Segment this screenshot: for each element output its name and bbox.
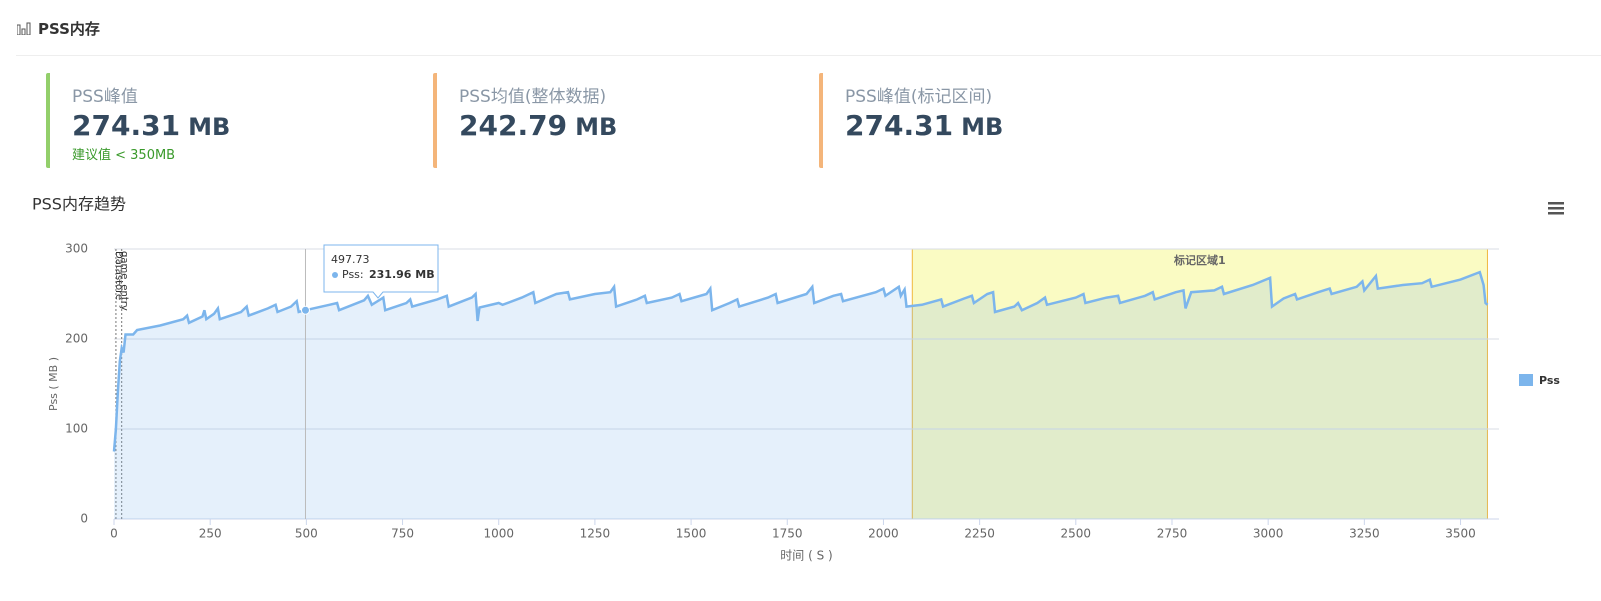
tooltip-label: Pss: xyxy=(342,268,364,281)
y-axis-label: Pss ( MB ) xyxy=(47,357,60,411)
stat-card: PSS峰值 274.31 MB 建议值 < 350MB xyxy=(46,73,230,168)
x-tick-label: 2750 xyxy=(1157,527,1188,541)
legend-swatch xyxy=(1519,374,1533,386)
stat-label: PSS峰值 xyxy=(72,87,138,107)
menu-icon[interactable] xyxy=(1548,202,1564,215)
x-tick-label: 1750 xyxy=(772,527,803,541)
stat-hint: 建议值 < 350MB xyxy=(72,148,176,163)
x-tick-label: 3250 xyxy=(1349,527,1380,541)
stat-number: 274.31 xyxy=(845,109,954,142)
stat-card: PSS均值(整体数据) 242.79 MB xyxy=(433,73,617,168)
x-tick-label: 2500 xyxy=(1061,527,1092,541)
x-tick-label: 1000 xyxy=(483,527,514,541)
annotation-label: game_entry xyxy=(119,251,130,311)
stat-card: PSS峰值(标记区间) 274.31 MB xyxy=(819,73,1003,168)
x-tick-label: 0 xyxy=(110,527,118,541)
y-tick-label: 200 xyxy=(65,332,88,346)
x-tick-label: 500 xyxy=(295,527,318,541)
stat-unit: MB xyxy=(961,113,1004,141)
hover-point xyxy=(300,305,310,315)
stat-number: 274.31 xyxy=(72,109,181,142)
stat-label: PSS均值(整体数据) xyxy=(459,87,607,107)
x-tick-label: 2000 xyxy=(868,527,899,541)
stat-unit: MB xyxy=(188,113,231,141)
marked-band xyxy=(912,249,1488,519)
x-tick-label: 3000 xyxy=(1253,527,1284,541)
area xyxy=(114,272,1488,519)
x-tick-label: 3500 xyxy=(1445,527,1476,541)
band-label: 标记区域1 xyxy=(1173,253,1226,267)
chart-title: PSS内存趋势 xyxy=(32,195,126,214)
x-tick-label: 2250 xyxy=(964,527,995,541)
tooltip-value: 231.96 MB xyxy=(369,268,435,281)
header-title: PSS内存 xyxy=(38,20,100,38)
tooltip-box xyxy=(323,244,439,299)
y-tick-label: 300 xyxy=(65,242,88,256)
x-tick-label: 750 xyxy=(391,527,414,541)
stat-number: 242.79 xyxy=(459,109,568,142)
stat-label: PSS峰值(标记区间) xyxy=(845,87,993,107)
chart-icon xyxy=(17,22,31,35)
stat-unit: MB xyxy=(575,113,618,141)
stat-value: 242.79 MB xyxy=(459,109,617,142)
line xyxy=(112,270,1489,452)
y-tick-label: 0 xyxy=(80,512,88,526)
tooltip-x: 497.73 xyxy=(331,253,370,266)
annotation-label: Datastore xyxy=(113,251,124,300)
stat-value: 274.31 MB xyxy=(845,109,1003,142)
x-tick-label: 1250 xyxy=(580,527,611,541)
legend-label: Pss xyxy=(1539,374,1560,387)
x-axis-label: 时间 ( S ) xyxy=(780,549,832,563)
y-tick-label: 100 xyxy=(65,422,88,436)
divider xyxy=(16,55,1601,56)
stat-value: 274.31 MB xyxy=(72,109,230,142)
tooltip-dot xyxy=(332,272,338,278)
x-tick-label: 1500 xyxy=(676,527,707,541)
x-tick-label: 250 xyxy=(199,527,222,541)
